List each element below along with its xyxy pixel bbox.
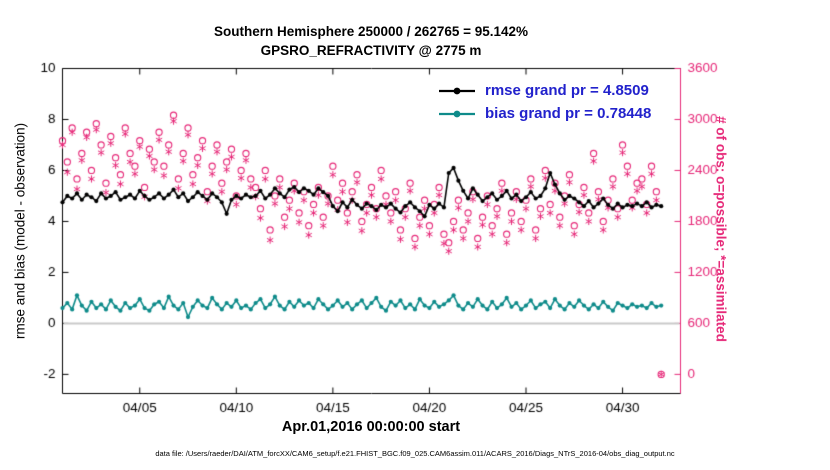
legend-label-bias: bias grand pr = 0.78448 (485, 105, 652, 122)
right-axis-label: # of obs: o=possible; *=assimilated (713, 116, 729, 342)
chart-title-line1: Southern Hemisphere 250000 / 262765 = 95… (213, 24, 529, 39)
x-axis-label: Apr.01,2016 00:00:00 start (281, 419, 461, 435)
chart-title: Southern Hemisphere 250000 / 262765 = 95… (62, 22, 680, 60)
legend-bias-dot (453, 110, 461, 117)
legend-bias-line-marker-icon (439, 110, 475, 117)
legend-rmse-dot (453, 87, 461, 94)
legend: rmse grand pr = 4.8509 bias grand pr = 0… (430, 76, 662, 128)
legend-label-rmse: rmse grand pr = 4.8509 (485, 82, 649, 99)
legend-entry-rmse: rmse grand pr = 4.8509 (438, 79, 651, 102)
left-axis-label: rmse and bias (model - observation) (12, 122, 28, 340)
chart-title-line2: GPSRO_REFRACTIVITY @ 2775 m (260, 43, 482, 58)
legend-entry-bias: bias grand pr = 0.78448 (438, 102, 651, 125)
data-file-caption: data file: /Users/raeder/DAI/ATM_forcXX/… (155, 449, 675, 458)
legend-rmse-line-marker-icon (439, 87, 475, 94)
